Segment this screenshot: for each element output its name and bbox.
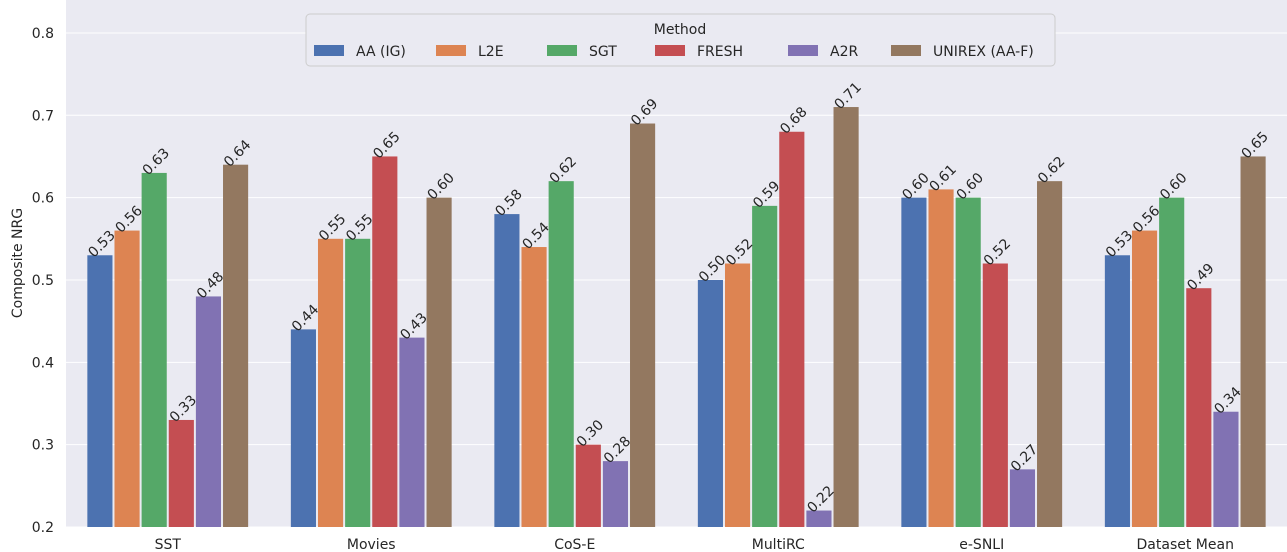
- bar: [779, 131, 805, 527]
- bar: [87, 255, 113, 527]
- x-tick-label: MultiRC: [752, 537, 805, 552]
- bar: [548, 181, 574, 527]
- bar: [602, 461, 629, 527]
- bar: [290, 329, 316, 527]
- legend-entry-label: A2R: [830, 44, 858, 60]
- plot-background: [66, 0, 1287, 527]
- bar: [928, 189, 954, 527]
- bar: [697, 279, 723, 527]
- bar: [630, 123, 656, 527]
- bar: [806, 510, 832, 527]
- legend-entry-label: UNIREX (AA-F): [933, 44, 1034, 60]
- bar: [1009, 469, 1036, 527]
- bar: [521, 247, 547, 527]
- x-tick-label: e-SNLI: [959, 537, 1004, 552]
- legend-title: Method: [654, 22, 707, 38]
- y-tick-label: 0.8: [32, 26, 54, 42]
- bar: [1159, 197, 1185, 527]
- bar: [955, 197, 981, 527]
- bar: [833, 107, 859, 527]
- y-axis-ticks: 0.2 0.3 0.4 0.5 0.6 0.7 0.8: [32, 26, 54, 536]
- bar: [141, 172, 167, 527]
- bar: [1037, 181, 1063, 527]
- x-tick-label: SST: [155, 537, 182, 552]
- bar: [426, 197, 452, 527]
- bar: [317, 238, 344, 527]
- bar: [724, 263, 751, 527]
- y-tick-label: 0.3: [32, 438, 54, 454]
- x-tick-label: Dataset Mean: [1137, 537, 1234, 552]
- bar: [399, 337, 425, 527]
- bar: [982, 263, 1008, 527]
- legend-swatch: [547, 45, 577, 56]
- legend-swatch: [436, 45, 466, 56]
- y-tick-label: 0.2: [32, 520, 54, 536]
- bar: [1240, 156, 1266, 527]
- legend-swatch: [788, 45, 818, 56]
- bar: [195, 296, 222, 527]
- legend-entry-label: FRESH: [697, 44, 743, 60]
- bar: [372, 156, 398, 527]
- y-axis-label: Composite NRG: [10, 208, 26, 318]
- x-tick-label: CoS-E: [554, 537, 595, 552]
- bar: [1186, 288, 1212, 527]
- x-axis-ticks: SST Movies CoS-E MultiRC e-SNLI Dataset Mean: [155, 537, 1234, 552]
- y-tick-label: 0.5: [32, 273, 54, 289]
- legend-swatch: [314, 45, 344, 56]
- bar: [1213, 411, 1239, 527]
- bar: [223, 164, 249, 527]
- bar: [901, 197, 927, 527]
- legend: Method AA (IG) L2E SGT FRESH A2R UNIREX (AA-F…: [305, 13, 1056, 67]
- y-tick-label: 0.4: [32, 355, 54, 371]
- legend-entry-label: L2E: [478, 44, 504, 60]
- bar: [1104, 255, 1130, 527]
- bar: [575, 444, 601, 527]
- y-tick-label: 0.7: [32, 108, 54, 124]
- bar: [345, 238, 371, 527]
- legend-entry-label: AA (IG): [356, 44, 406, 60]
- bar: [494, 214, 520, 527]
- legend-swatch: [891, 45, 921, 56]
- x-tick-label: Movies: [347, 537, 396, 552]
- bar: [752, 205, 778, 527]
- gridlines: [66, 32, 1287, 528]
- bar: [168, 419, 194, 527]
- legend-swatch: [655, 45, 685, 56]
- bar: [114, 230, 140, 527]
- legend-entry-label: SGT: [589, 44, 617, 60]
- y-tick-label: 0.6: [32, 191, 54, 207]
- bars-group: [87, 107, 1266, 527]
- bar: [1131, 230, 1158, 527]
- legend-box: [305, 13, 1056, 67]
